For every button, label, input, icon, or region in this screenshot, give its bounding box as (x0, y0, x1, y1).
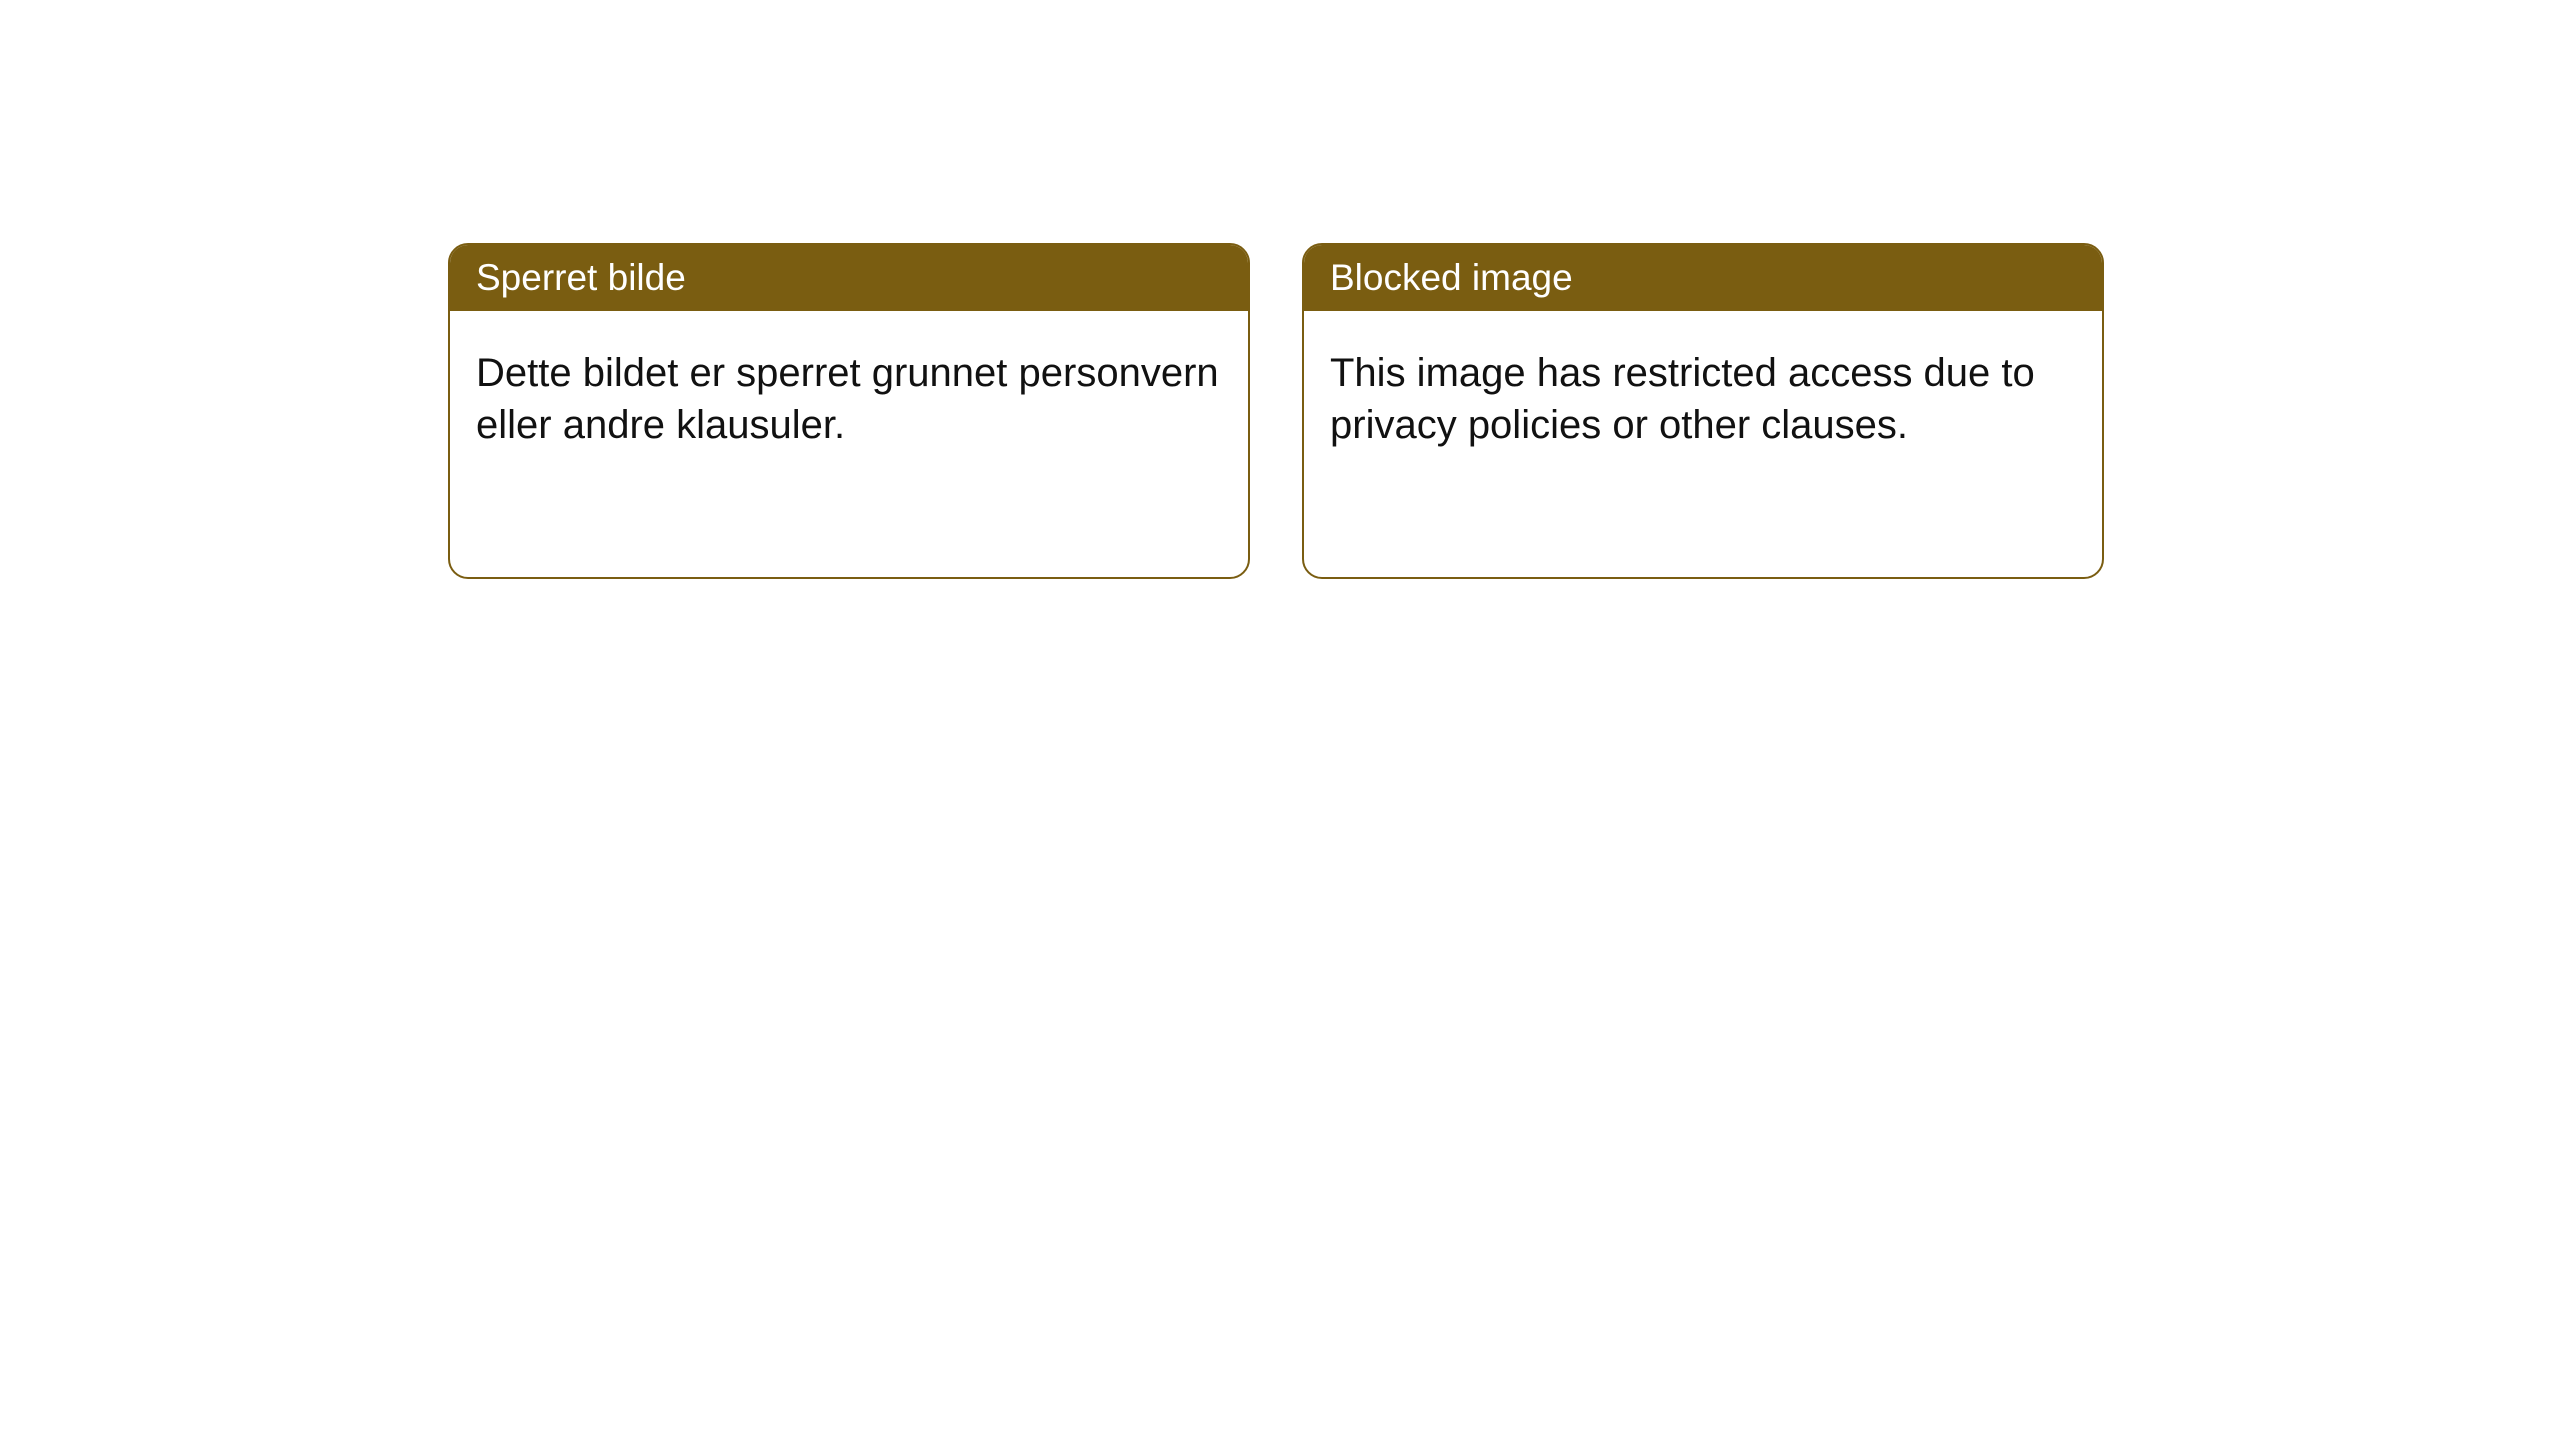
notice-card-body: Dette bildet er sperret grunnet personve… (450, 311, 1248, 487)
notice-cards-container: Sperret bilde Dette bildet er sperret gr… (448, 243, 2104, 579)
notice-card-title: Blocked image (1304, 245, 2102, 311)
notice-card-norwegian: Sperret bilde Dette bildet er sperret gr… (448, 243, 1250, 579)
notice-card-body: This image has restricted access due to … (1304, 311, 2102, 487)
notice-card-title: Sperret bilde (450, 245, 1248, 311)
notice-card-english: Blocked image This image has restricted … (1302, 243, 2104, 579)
